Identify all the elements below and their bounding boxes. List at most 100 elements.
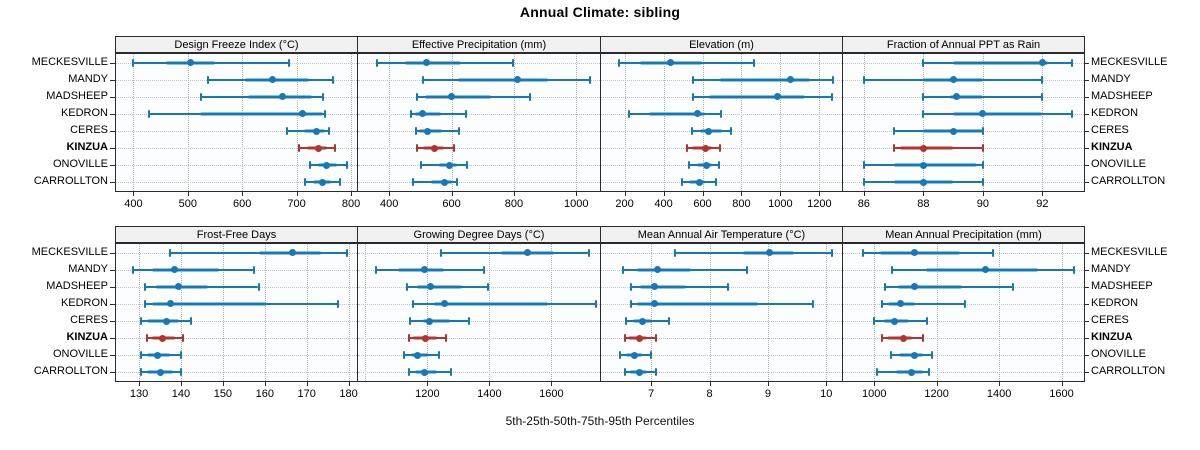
whisker-cap-low <box>407 334 410 343</box>
whisker-cap-low <box>375 58 378 67</box>
axis-tick <box>709 382 711 386</box>
axis-tick <box>936 382 938 386</box>
axis-tick-label: 400 <box>124 198 143 210</box>
row-label-left: MECKESVILLE <box>31 245 108 258</box>
axis-tick-label: 160 <box>255 388 274 400</box>
whisker-cap-low <box>415 127 417 136</box>
gridline-vertical <box>863 54 865 191</box>
whisker-cap-high <box>729 127 732 136</box>
whisker-line <box>693 95 832 98</box>
gridline-vertical <box>576 54 578 191</box>
whisker-cap-low <box>862 161 865 170</box>
median-dot <box>514 76 522 84</box>
whisker-line <box>923 112 1073 115</box>
median-dot <box>278 93 286 101</box>
gridline-vertical <box>702 54 704 191</box>
whisker-cap-low <box>140 317 143 326</box>
whisker-cap-high <box>438 351 441 360</box>
row-tick-left <box>110 96 115 98</box>
median-dot <box>448 93 456 101</box>
row-label-right: CERES <box>1091 314 1129 327</box>
row-tick-right <box>1084 96 1089 98</box>
gridline-vertical <box>999 244 1001 381</box>
row-tick-right <box>1084 321 1089 323</box>
axis-tick <box>348 382 350 386</box>
row-guide <box>116 321 357 323</box>
whisker-cap-high <box>449 368 452 377</box>
axis-caption: 5th-25th-50th-75th-95th Percentiles <box>505 414 695 428</box>
row-tick-left <box>110 269 115 271</box>
row-label-left: CARROLLTON <box>33 175 108 188</box>
axis-tick <box>1061 382 1063 386</box>
row-guide <box>358 131 600 133</box>
row-label-left: MADSHEEP <box>46 89 108 102</box>
median-dot <box>154 351 162 359</box>
axis-tick <box>1042 192 1044 196</box>
whisker-cap-low <box>922 109 925 118</box>
whisker-cap-high <box>753 58 756 67</box>
whisker-cap-high <box>812 299 815 308</box>
row-label-right: MANDY <box>1091 262 1131 275</box>
axis-tick <box>242 192 244 196</box>
whisker-cap-low <box>862 75 865 84</box>
panel <box>842 53 1085 192</box>
gridline-vertical <box>365 244 367 381</box>
whisker-cap-low <box>673 248 676 257</box>
median-dot <box>638 317 646 325</box>
whisker-cap-high <box>991 248 994 257</box>
row-tick-left <box>110 303 115 305</box>
gridline-vertical <box>242 54 244 191</box>
panel-strip: Fraction of Annual PPT as Rain <box>842 36 1085 53</box>
whisker-line <box>629 112 721 115</box>
median-dot <box>423 59 431 67</box>
gridline-vertical <box>741 54 743 191</box>
whisker-line <box>408 371 451 374</box>
whisker-line <box>893 147 983 150</box>
whisker-line <box>145 285 259 288</box>
row-guide <box>358 182 600 184</box>
whisker-cap-low <box>146 334 149 343</box>
median-dot <box>313 127 321 135</box>
whisker-cap-high <box>726 282 729 291</box>
row-tick-left <box>110 131 115 133</box>
whisker-cap-low <box>439 248 442 257</box>
whisker-line <box>440 251 589 254</box>
row-label-right: MADSHEEP <box>1091 279 1153 292</box>
axis-tick-label: 1000 <box>564 198 589 210</box>
median-dot <box>166 300 174 308</box>
whisker-line <box>416 130 460 133</box>
whisker-cap-low <box>406 282 409 291</box>
whisker-cap-low <box>892 144 895 153</box>
whisker-cap-low <box>207 75 210 84</box>
whisker-line <box>133 61 289 64</box>
row-tick-right <box>1084 303 1089 305</box>
axis-tick <box>133 192 135 196</box>
axis-tick <box>139 382 141 386</box>
whisker-cap-high <box>346 161 349 170</box>
axis-tick-label: 88 <box>917 198 930 210</box>
median-dot <box>426 283 434 291</box>
median-dot <box>440 300 448 308</box>
whisker-cap-low <box>630 299 633 308</box>
whisker-line <box>626 320 669 323</box>
median-dot <box>156 368 164 376</box>
median-dot <box>654 266 662 274</box>
whisker-cap-high <box>453 144 456 153</box>
whisker-line <box>693 78 833 81</box>
panel-strip: Mean Annual Air Temperature (°C) <box>600 226 843 243</box>
row-guide <box>358 372 600 374</box>
whisker-line <box>631 302 814 305</box>
axis-tick-label: 86 <box>857 198 870 210</box>
gridline-vertical <box>513 54 515 191</box>
whisker-cap-high <box>594 299 597 308</box>
panel <box>357 53 601 192</box>
axis-tick-label: 1200 <box>924 388 949 400</box>
row-label-right: KEDRON <box>1091 296 1139 309</box>
whisker-line <box>412 181 458 184</box>
whisker-cap-low <box>403 351 406 360</box>
median-dot <box>319 178 327 186</box>
row-label-right: KINZUA <box>1091 141 1133 154</box>
whisker-cap-high <box>331 75 334 84</box>
row-guide <box>116 148 357 150</box>
whisker-cap-high <box>456 178 459 187</box>
